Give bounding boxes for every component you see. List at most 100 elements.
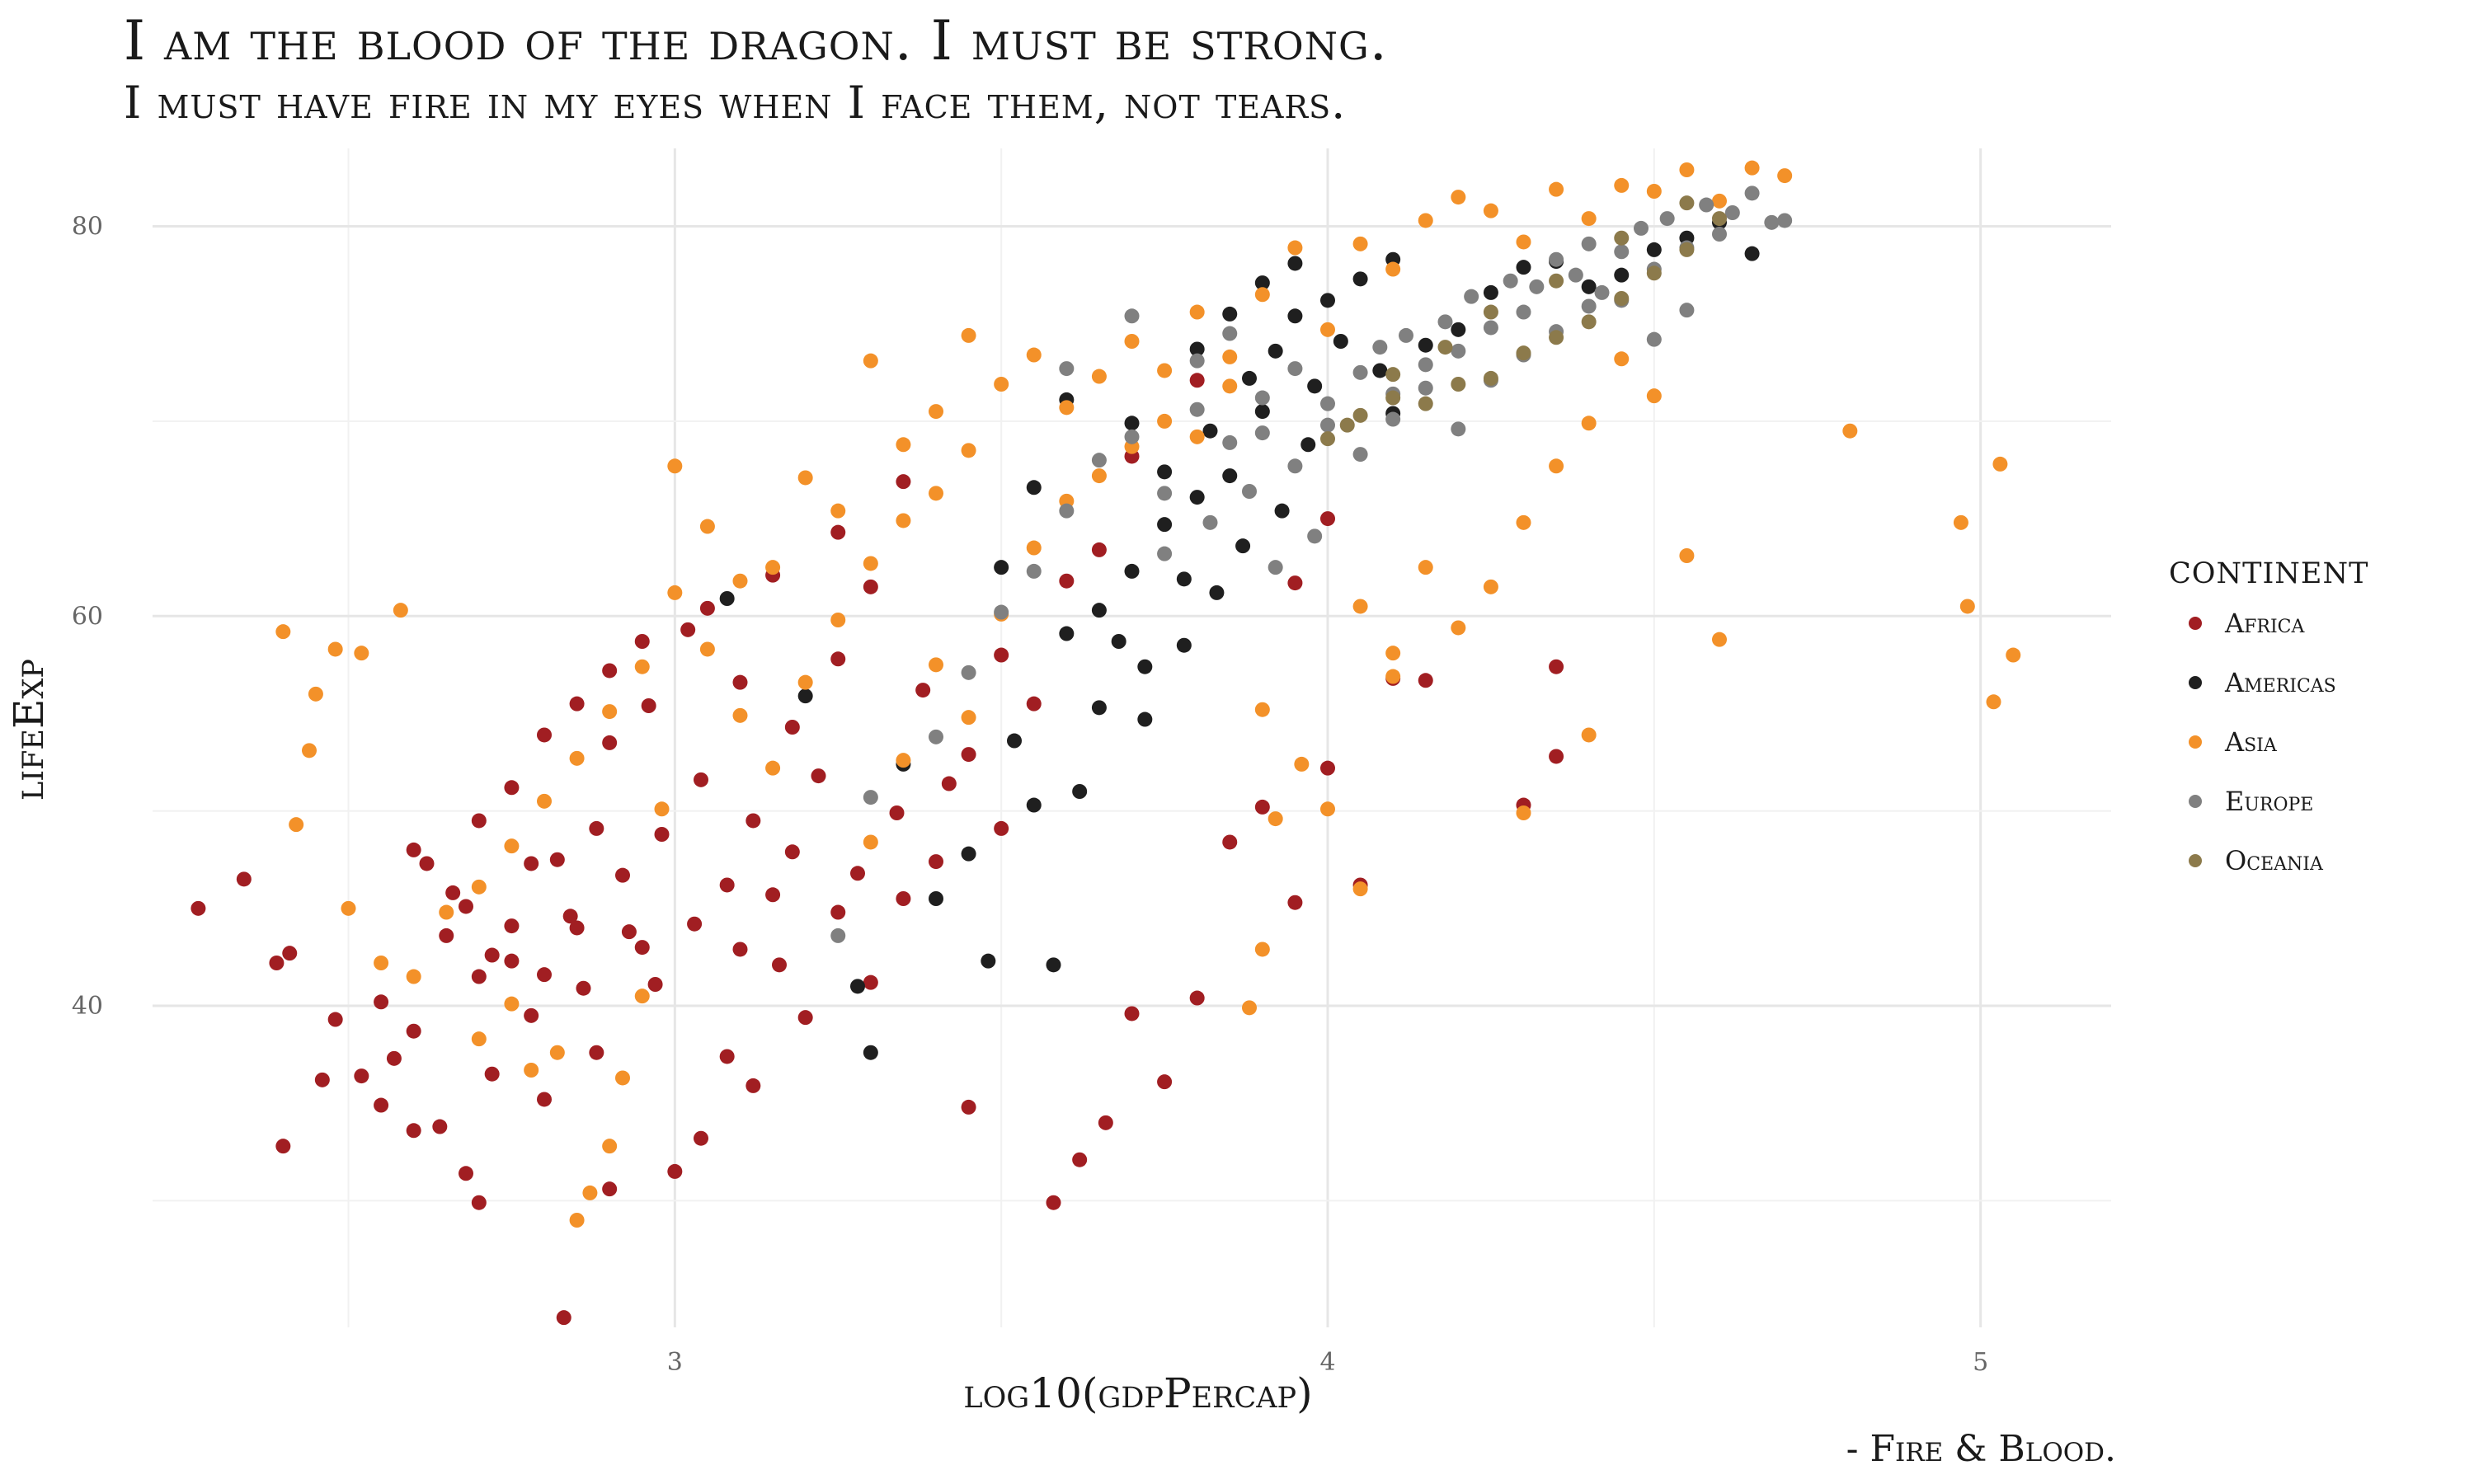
data-point (524, 1063, 539, 1078)
data-point (1222, 326, 1238, 341)
data-point (1516, 260, 1531, 275)
data-point (354, 646, 369, 661)
data-point (981, 953, 996, 969)
data-point (1059, 503, 1075, 519)
data-point (1294, 756, 1310, 772)
data-point (1372, 340, 1388, 355)
data-point (341, 900, 356, 916)
data-point (1614, 230, 1630, 246)
data-point (1646, 184, 1662, 199)
data-point (504, 780, 520, 796)
data-point (961, 747, 976, 763)
data-point (569, 920, 585, 936)
data-point (961, 1099, 976, 1115)
data-point (994, 820, 1009, 836)
data-point (896, 891, 911, 906)
data-point (1274, 503, 1290, 519)
series-africa (190, 373, 1564, 1326)
data-point (419, 856, 435, 871)
data-point (459, 1166, 473, 1181)
data-point (1437, 314, 1453, 330)
data-point (1091, 369, 1107, 384)
data-points (190, 160, 2021, 1326)
data-point (1222, 378, 1238, 394)
data-point (1091, 453, 1107, 468)
data-point (863, 579, 878, 594)
data-point (484, 947, 500, 963)
data-point (1254, 404, 1270, 420)
data-point (1679, 548, 1695, 563)
data-point (269, 956, 285, 970)
data-point (1026, 480, 1042, 495)
data-point (1614, 244, 1630, 260)
data-point (1712, 632, 1727, 647)
data-point (1549, 458, 1564, 474)
data-point (1254, 287, 1270, 303)
data-point (1026, 797, 1042, 813)
data-point (393, 603, 408, 618)
data-point (1646, 388, 1662, 404)
data-point (504, 838, 520, 854)
data-point (406, 969, 421, 984)
data-point (994, 377, 1009, 392)
y-axis-label: lifeExp (5, 659, 53, 801)
data-point (1418, 396, 1433, 411)
data-point (1451, 377, 1466, 392)
data-point (1418, 560, 1433, 575)
data-point (459, 899, 473, 914)
data-point (1222, 349, 1238, 364)
data-point (1157, 546, 1173, 561)
data-point (830, 904, 846, 920)
data-point (1137, 711, 1153, 727)
data-point (1202, 514, 1218, 530)
data-point (1026, 696, 1042, 711)
data-point (602, 1139, 618, 1154)
legend-item-oceania: Oceania (2169, 831, 2368, 890)
data-point (556, 1310, 571, 1326)
data-point (1699, 197, 1714, 213)
chart-title: I am the blood of the dragon. I must be … (124, 9, 1388, 73)
data-point (439, 928, 454, 943)
data-point (602, 735, 618, 750)
legend-label: Africa (2225, 608, 2305, 639)
data-point (1091, 542, 1107, 557)
data-point (1614, 351, 1630, 367)
data-point (929, 891, 943, 906)
data-point (1287, 308, 1303, 324)
data-point (765, 760, 781, 776)
data-point (1483, 320, 1498, 336)
data-point (1385, 646, 1401, 661)
data-point (289, 817, 304, 833)
data-point (896, 513, 911, 528)
data-point (694, 772, 708, 787)
data-point (1072, 784, 1088, 799)
data-point (784, 720, 800, 735)
legend-key (2189, 854, 2202, 867)
data-point (1124, 429, 1140, 444)
data-point (1659, 211, 1675, 227)
data-point (863, 790, 878, 805)
data-point (1451, 343, 1466, 359)
legend-item-americas: Americas (2169, 653, 2368, 712)
data-point (1646, 242, 1662, 257)
data-point (1712, 227, 1727, 242)
data-point (1287, 240, 1303, 256)
data-point (929, 486, 943, 501)
data-point (1007, 733, 1022, 749)
data-point (1320, 417, 1335, 433)
data-point (732, 674, 748, 690)
data-point (602, 663, 618, 679)
data-point (569, 696, 585, 711)
data-point (680, 622, 696, 637)
data-point (1777, 168, 1793, 184)
data-point (1091, 603, 1107, 618)
y-tick-label: 80 (72, 213, 103, 242)
data-point (1059, 400, 1075, 416)
data-point (1352, 364, 1368, 380)
data-point (1059, 361, 1075, 377)
data-point (1222, 834, 1238, 850)
data-point (863, 353, 878, 369)
data-point (1254, 275, 1270, 291)
data-point (1614, 291, 1630, 306)
data-point (582, 1185, 598, 1200)
